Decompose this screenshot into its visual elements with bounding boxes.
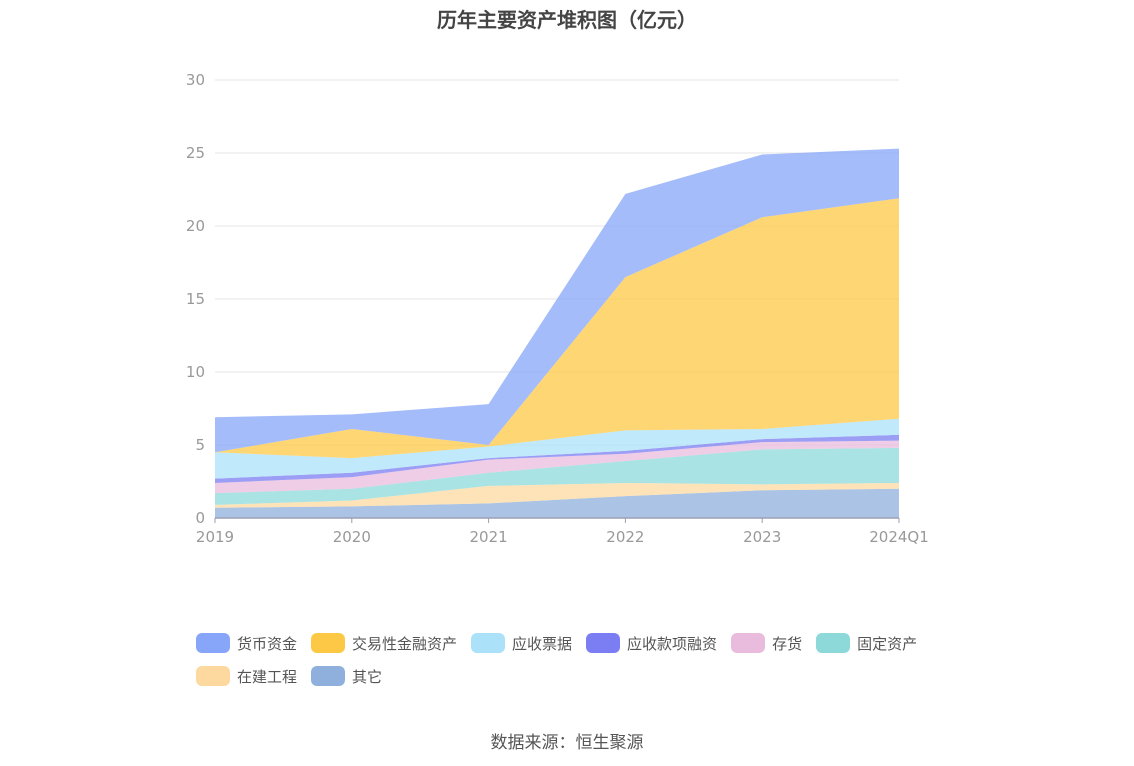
y-tick-label: 10 [186,363,205,381]
legend-swatch [586,633,621,653]
x-tick-label: 2022 [606,528,644,546]
x-tick-label: 2020 [333,528,371,546]
series-areas [215,148,899,518]
y-tick-label: 0 [195,509,205,527]
legend-item[interactable]: 存货 [731,632,802,654]
axes: 2019 2020 2021 2022 2023 2024Q1 [196,517,929,546]
legend-label: 货币资金 [237,634,298,653]
legend-item[interactable]: 应收款项融资 [586,632,717,654]
area-存货 [215,440,899,494]
y-tick-label: 25 [186,144,205,162]
area-其它 [215,488,899,518]
legend-swatch [196,666,230,686]
y-tick-label: 5 [195,436,205,454]
legend-swatch [196,633,230,653]
area-交易性金融资产 [215,198,899,459]
legend-item[interactable]: 应收票据 [471,632,572,654]
y-tick-label: 20 [186,217,205,235]
legend-label: 其它 [352,667,383,686]
legend: 货币资金 交易性金融资产 应收票据 应收款项融资 存货 固定资产在建工程 其它 [196,632,956,687]
x-tick-label: 2019 [196,528,234,546]
area-固定资产 [215,447,899,505]
legend-item[interactable]: 交易性金融资产 [311,632,457,654]
legend-item[interactable]: 其它 [311,665,382,687]
legend-label: 应收票据 [512,634,573,653]
chart-title: 历年主要资产堆积图（亿元） [437,8,697,32]
legend-swatch [471,633,506,653]
legend-item[interactable]: 货币资金 [196,632,297,654]
legend-swatch [731,633,766,653]
stacked-area-chart: 0 5 10 15 20 25 30 2019 2020 2021 2022 2023 2024Q1 [186,71,929,546]
legend-label: 存货 [772,634,803,653]
legend-label: 交易性金融资产 [352,634,458,653]
legend-item[interactable]: 在建工程 [196,665,297,687]
area-在建工程 [215,482,899,508]
area-应收票据 [215,418,899,479]
area-货币资金 [215,148,899,453]
x-tick-label: 2021 [470,528,508,546]
legend-item[interactable]: 固定资产 [816,632,917,654]
legend-swatch [816,633,851,653]
x-tick-label: 2024Q1 [869,528,929,546]
y-tick-label: 15 [186,290,205,308]
legend-label: 固定资产 [857,634,918,653]
legend-label: 在建工程 [237,667,298,686]
legend-label: 应收款项融资 [627,634,718,653]
source-note: 数据来源：恒生聚源 [490,733,644,753]
area-应收款项融资 [215,434,899,483]
y-tick-label: 30 [186,71,205,89]
legend-swatch [311,633,346,653]
x-tick-label: 2023 [743,528,781,546]
legend-swatch [311,666,346,686]
